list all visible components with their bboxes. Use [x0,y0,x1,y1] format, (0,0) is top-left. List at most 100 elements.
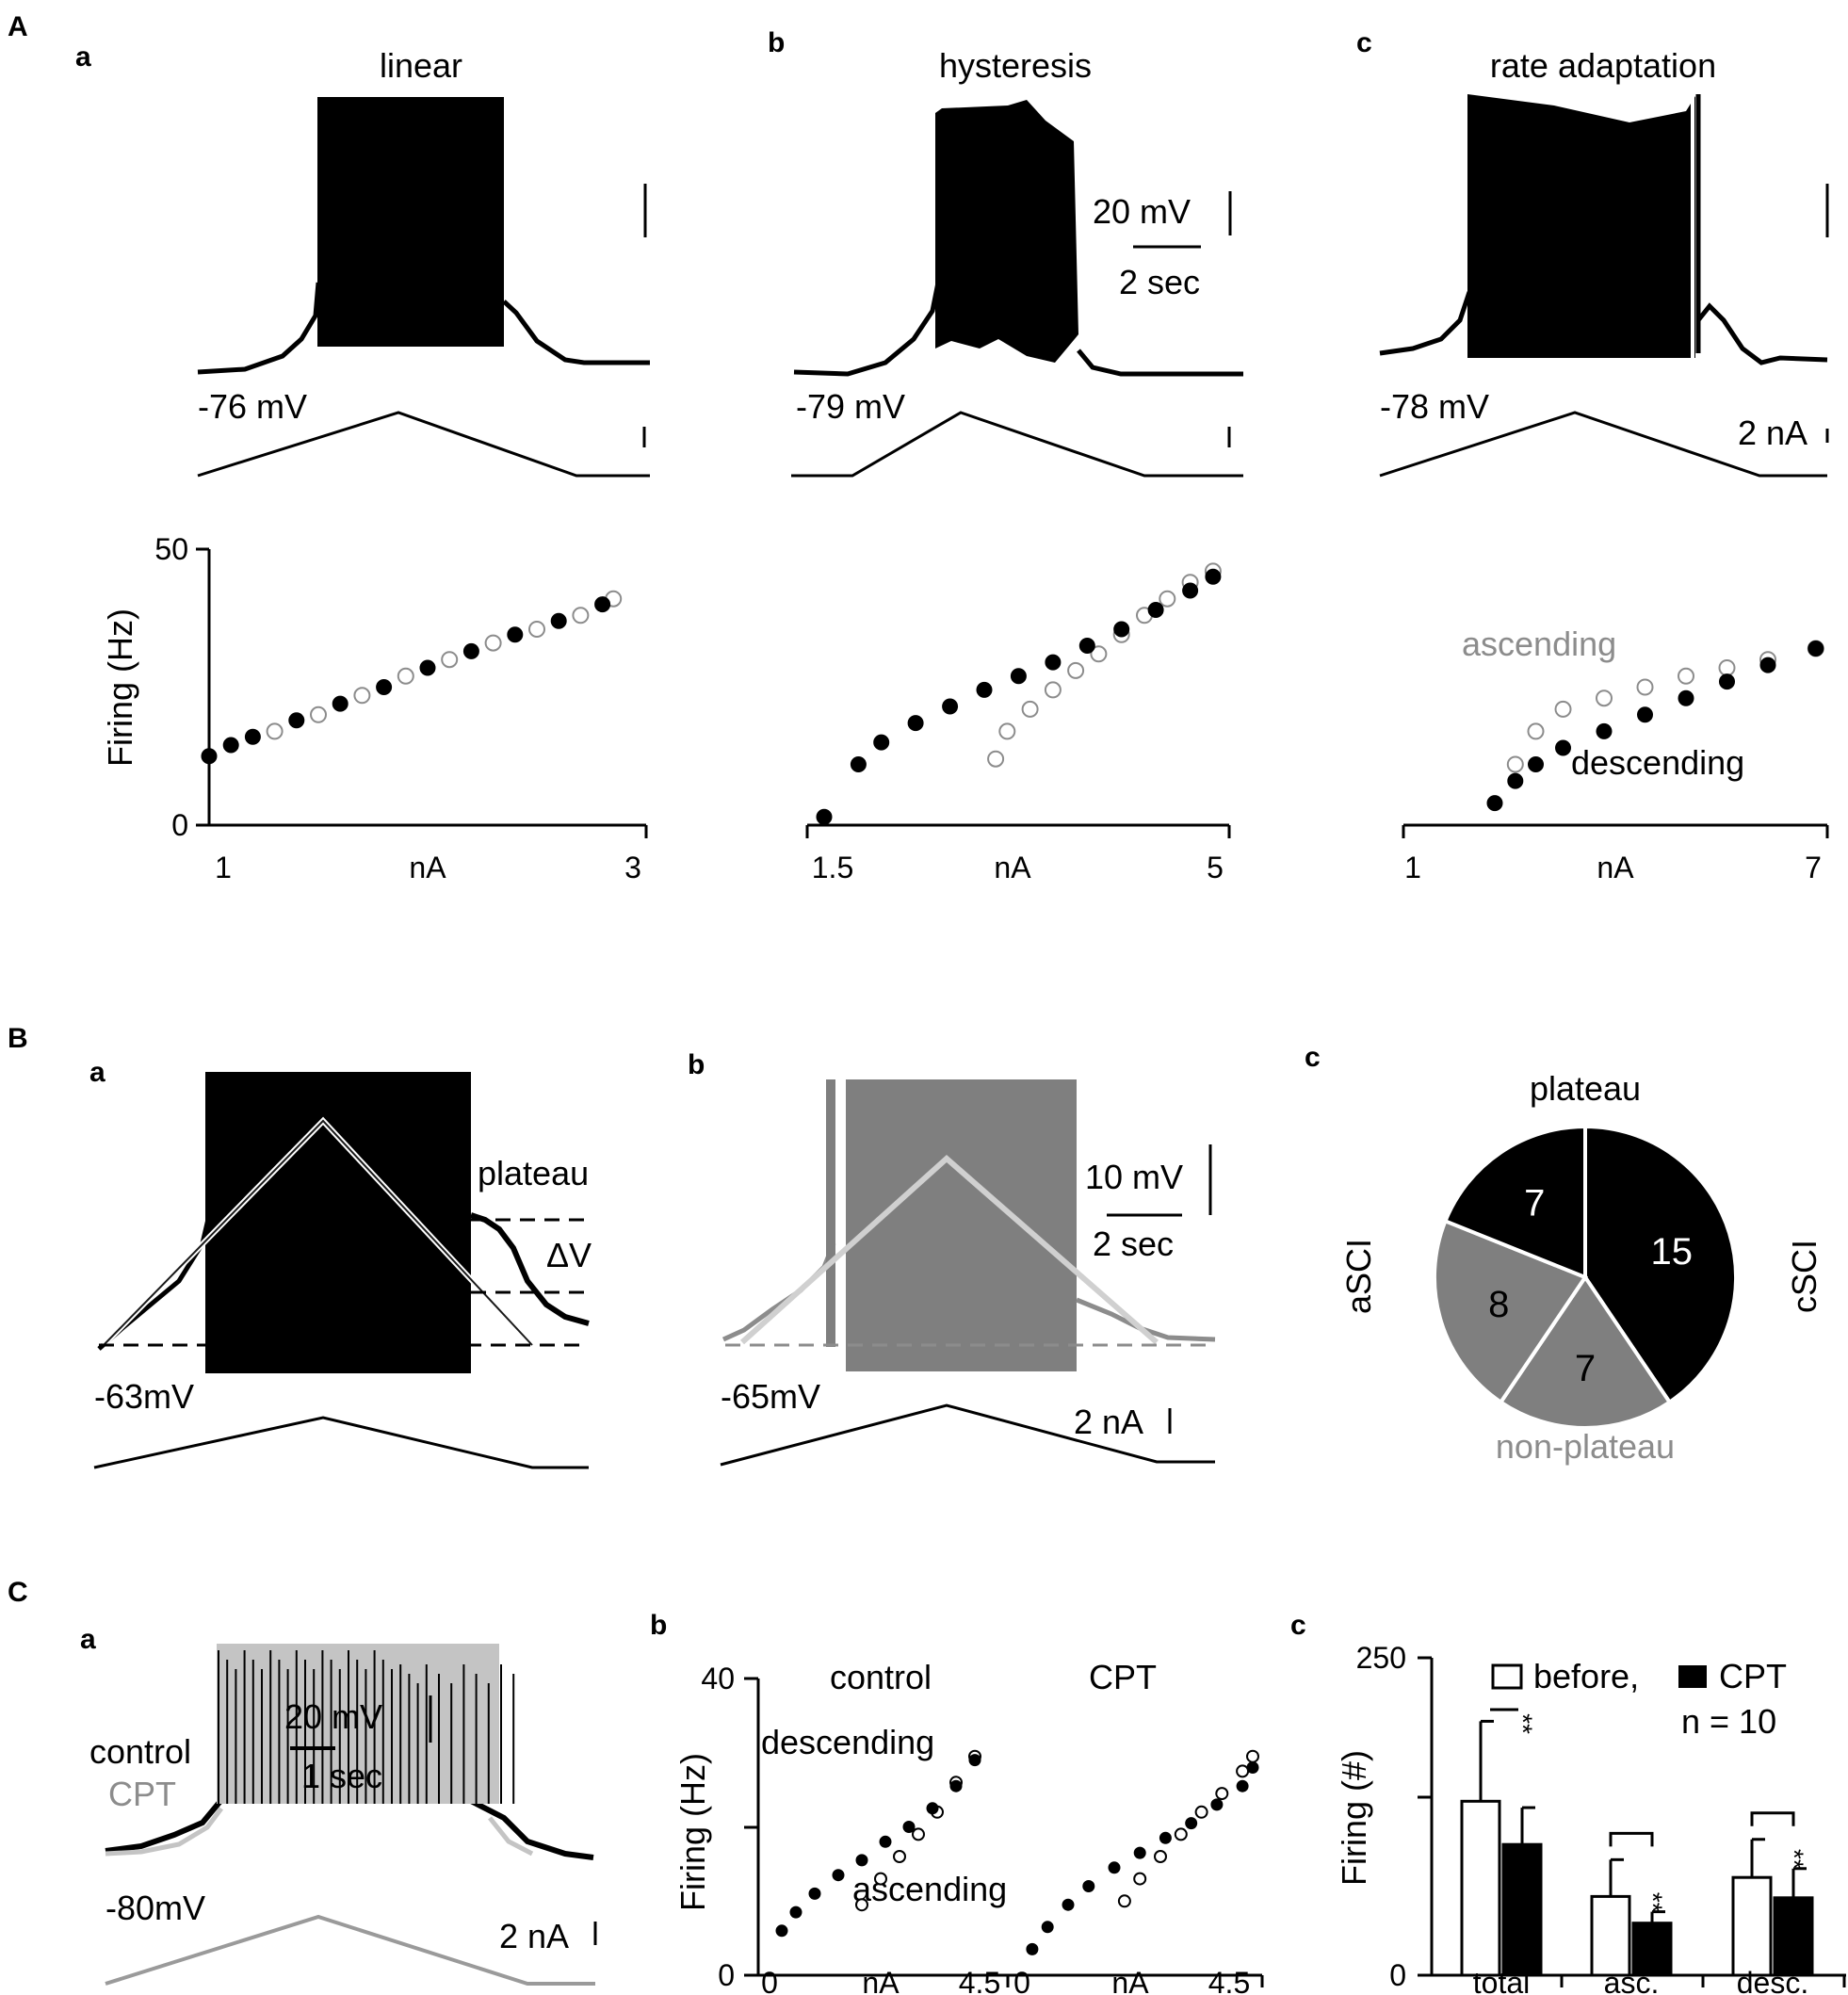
scatter-point-descending [1719,673,1735,690]
scatter-point-ascending [353,687,371,705]
cb-left-xtick-min: 0 [761,1966,778,1995]
scatter-point-ascending [441,651,459,669]
ba-plateau-label: plateau [478,1154,589,1192]
ac-voltage-trace [1379,94,1828,365]
ac-legend-ascending: ascending [1462,624,1616,663]
bc-pie-chart: 15 7 8 7 [1432,1124,1739,1430]
scatter-point-descending [1147,602,1164,618]
panel-ca-label: a [80,1624,96,1655]
scatter-point-ascending [1174,1827,1188,1841]
panel-ac-title: rate adaptation [1490,46,1716,85]
ab-xtick-min: 1.5 [812,851,853,884]
scatter-point-descending [1010,668,1027,685]
scatter-point-descending [907,715,924,732]
bar-CPT [1773,1896,1814,1977]
scatter-point-descending [1026,1942,1039,1955]
cb-right-xtick-min: 0 [1013,1966,1030,1995]
panel-aa-label: a [75,41,91,73]
scatter-point-ascending [1506,755,1524,773]
scatter-point-ascending [1636,678,1654,696]
bar-CPT [1501,1842,1543,1977]
bar-before [1590,1894,1631,1977]
ab-xtick-max: 5 [1207,851,1224,884]
scatter-point-ascending [1194,1805,1208,1819]
scatter-point-descending [288,712,305,729]
ab-vrest: -79 mV [796,387,905,426]
scatter-point-descending [419,659,436,676]
panel-ba-label: a [89,1057,105,1088]
scatter-point-ascending [1117,1894,1131,1908]
cc-bars: ** ** ** [1460,1708,1814,1977]
scatter-point-descending [550,612,567,629]
significance-stars: ** [1509,1713,1538,1734]
panel-ab-title: hysteresis [939,46,1092,85]
pie-slice [1432,1218,1589,1405]
scatter-point-descending [1182,582,1199,599]
ba-voltage-trace [97,1072,590,1373]
ac-scatter-points [1486,640,1824,812]
scatter-point-descending [507,626,524,643]
ab-scale-t: 2 sec [1119,263,1200,301]
ba-delta-v: ΔV [546,1236,592,1274]
scatter-point-ascending [1044,681,1062,699]
scatter-point-descending [1507,772,1524,789]
significance-stars: ** [1780,1849,1809,1870]
scatter-point-descending [1185,1817,1198,1830]
scatter-point-descending [244,728,261,745]
category-label: asc. [1604,1966,1660,1995]
scatter-point-descending [968,1754,981,1767]
scatter-point-descending [1236,1779,1249,1792]
cc-legend-before-swatch [1491,1663,1523,1690]
cc-category-labels: total asc. desc. [1473,1966,1808,1995]
cb-right-scatter [1026,1749,1259,1955]
scatter-point-descending [1133,1846,1146,1859]
pie-slice [1583,1124,1739,1405]
cb-descending-label: descending [761,1723,934,1761]
cb-plot-axes [744,1677,1264,1987]
scatter-point-descending [1205,568,1222,585]
scatter-point-ascending [1596,689,1613,707]
ab-scale-v: 20 mV [1093,192,1191,231]
bb-scale-v: 10 mV [1085,1158,1183,1196]
scatter-point-descending [1210,1798,1224,1811]
cb-ytick-min: 0 [718,1958,735,1992]
bc-top-label: plateau [1530,1069,1641,1108]
ac-vrest: -78 mV [1380,387,1489,426]
ca-cpt-label: CPT [108,1775,176,1813]
panel-ac-label: c [1356,27,1372,58]
scatter-point-descending [1678,689,1694,706]
scatter-point-descending [1041,1921,1054,1934]
ab-scatter-points [816,562,1222,825]
scatter-point-ascending [1021,700,1039,718]
scatter-point-descending [789,1906,802,1919]
bc-bottom-label: non-plateau [1496,1427,1675,1466]
cc-n: n = 10 [1681,1702,1776,1741]
scatter-point-ascending [1215,1787,1229,1801]
scatter-point-descending [222,737,239,754]
ac-xtick-min: 1 [1404,851,1421,884]
bb-scale-t: 2 sec [1093,1225,1174,1263]
scatter-point-descending [855,1854,868,1867]
scatter-point-ascending [998,722,1016,740]
pie-slice-label: 8 [1488,1284,1509,1325]
scatter-point-ascending [310,706,327,723]
panel-b-label: B [8,1023,28,1054]
ab-voltage-trace [793,100,1243,377]
scatter-point-ascending [1678,667,1694,685]
ca-vrest: -80mV [105,1889,205,1927]
scatter-point-descending [462,642,479,659]
aa-plot-axes [196,547,648,838]
significance-bracket [1750,1811,1795,1826]
ac-current-ramp [1379,411,1827,478]
ca-voltage-traces [105,1644,594,1860]
cc-ylabel: Firing (#) [1335,1750,1373,1886]
ac-legend-descending: descending [1571,743,1744,782]
aa-xtick-min: 1 [215,851,232,884]
scatter-point-descending [332,695,349,712]
aa-scatter-points [201,590,623,765]
scatter-point-ascending [528,621,545,638]
panel-ab-label: b [768,27,785,58]
ba-vrest: -63mV [94,1377,194,1416]
bb-voltage-trace [721,1079,1216,1371]
ab-plot-axes [805,823,1231,838]
